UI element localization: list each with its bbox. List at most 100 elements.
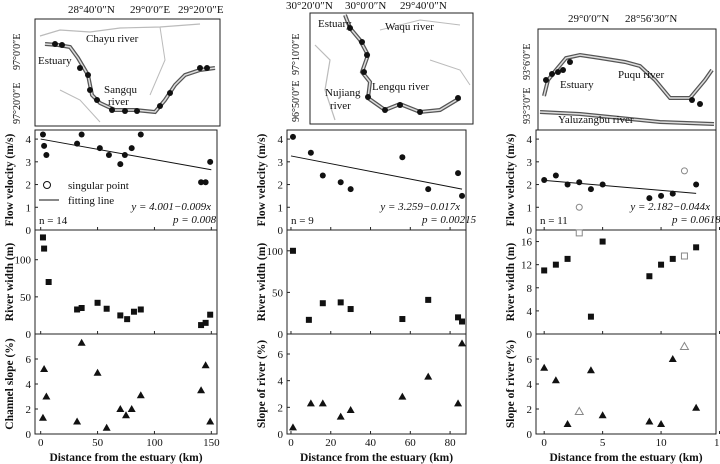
x-axis-label: Distance from the estuary (km)	[300, 452, 453, 464]
equation-label: y = 3.259−0.017x	[379, 201, 460, 213]
map-top-label: 28°56′30″N	[625, 13, 677, 25]
data-point	[646, 195, 653, 202]
data-point	[38, 413, 47, 421]
y-tick-label: 4	[278, 376, 284, 388]
data-point	[39, 131, 46, 138]
data-point	[288, 423, 297, 431]
data-point	[289, 133, 296, 140]
y-tick-label: 12	[521, 260, 532, 272]
map-chayu: 28°40′0″N 29°0′0″E 29°20′0″E 97°0′0″E 97…	[12, 4, 224, 127]
x-tick-label: 0	[38, 437, 44, 449]
data-point	[319, 172, 326, 179]
singular-point	[680, 252, 688, 260]
x-tick-label: 40	[365, 437, 377, 449]
x-tick-label: 60	[405, 437, 417, 449]
sample-site	[59, 42, 65, 48]
river-label: Estuary	[318, 18, 352, 30]
sample-sites	[543, 59, 703, 107]
sample-site	[365, 94, 371, 100]
yaluzangbu-river-line	[539, 111, 715, 125]
sample-sites	[52, 41, 210, 114]
sample-site	[364, 52, 370, 58]
tributary-line	[59, 89, 101, 123]
data-point	[121, 152, 128, 158]
n-label: n = 11	[540, 215, 568, 227]
x-tick-label: 80	[445, 437, 457, 449]
data-point	[693, 181, 700, 188]
map-left-label: 97°20′0″E	[12, 83, 23, 124]
river-label: Sangqu	[104, 84, 138, 96]
data-point	[306, 399, 315, 407]
data-point	[347, 306, 354, 313]
plot-frame	[34, 333, 218, 435]
singular-point	[574, 406, 585, 415]
y-tick-label: 3	[26, 157, 32, 169]
x-tick-label: 20	[325, 437, 337, 449]
data-point	[128, 145, 135, 152]
plot-frame	[535, 333, 717, 435]
data-point	[206, 417, 215, 425]
legend-singular-label: singular point	[68, 180, 129, 192]
data-point	[201, 361, 210, 369]
y-tick-label: 0	[527, 429, 533, 441]
data-point	[41, 245, 48, 252]
map-top-label: 28°40′0″N	[68, 4, 115, 16]
y-tick-label: 2	[527, 180, 533, 192]
y-axis-label: River width (m)	[256, 243, 268, 322]
sample-site	[359, 39, 365, 45]
data-point	[127, 405, 136, 412]
data-point	[657, 420, 666, 427]
river-label: Lengqu river	[372, 81, 429, 93]
data-point	[540, 363, 549, 371]
data-point	[43, 152, 50, 158]
sample-site	[77, 65, 83, 71]
sample-site	[543, 77, 549, 83]
data-point	[459, 318, 466, 325]
y-tick-label: 50	[20, 292, 32, 304]
data-point	[198, 179, 205, 186]
plot-frame	[535, 229, 717, 335]
sample-site	[204, 65, 210, 71]
data-point	[563, 420, 572, 427]
x-tick-label: 50	[92, 437, 104, 449]
data-point	[669, 190, 676, 197]
singular-point	[575, 203, 583, 211]
data-point	[346, 406, 355, 413]
map-left-label: 93°6′0″E	[522, 44, 533, 80]
p-value-label: p = 0.0618	[671, 214, 720, 226]
river-label: Chayu river	[86, 33, 139, 45]
y-tick-label: 16	[521, 237, 533, 249]
sample-site	[560, 67, 566, 73]
y-tick-label: 0	[278, 329, 284, 341]
tributary-line	[39, 23, 201, 37]
y-tick-label: 100	[15, 255, 32, 267]
y-tick-label: 4	[26, 379, 32, 391]
data-point	[202, 179, 209, 186]
data-point	[202, 319, 209, 326]
map-top-label: 29°0′0″E	[130, 4, 170, 16]
map-left-label: 97°0′0″E	[12, 34, 23, 70]
sample-site	[417, 109, 423, 115]
y-tick-label: 8	[527, 283, 533, 295]
data-point	[45, 279, 52, 285]
data-point	[93, 368, 102, 376]
y-axis-label: River width (m)	[505, 243, 517, 322]
y-tick-label: 0	[26, 329, 32, 341]
y-axis-label: Flow velocity (m/s)	[4, 134, 16, 227]
data-point	[424, 372, 433, 380]
sample-site	[122, 108, 128, 114]
p-value-label: p = 0.00215	[421, 214, 477, 226]
sample-site	[689, 97, 695, 103]
river-label: Estuary	[38, 55, 72, 67]
data-point	[455, 170, 462, 177]
x-tick-label: 100	[146, 437, 163, 449]
y-tick-label: 2	[278, 402, 284, 414]
data-point	[73, 417, 82, 425]
data-point	[399, 154, 406, 161]
sample-site	[94, 97, 100, 103]
map-top-label: 29°0′0″N	[568, 13, 609, 25]
sample-site	[555, 69, 561, 75]
data-point	[347, 186, 354, 193]
data-point	[336, 412, 345, 420]
